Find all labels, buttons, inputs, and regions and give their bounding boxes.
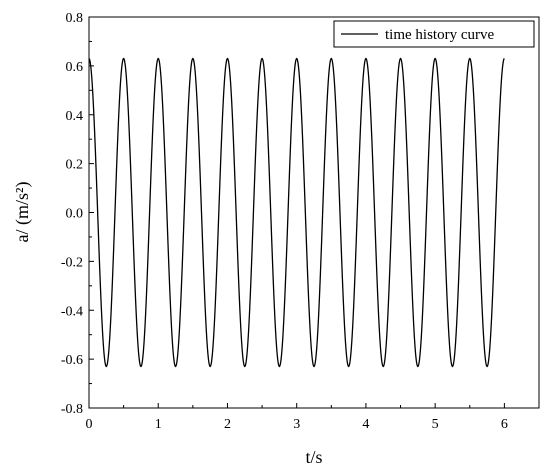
y-tick-label: 0.4 — [66, 109, 84, 124]
x-ticks: 0 1 2 3 4 5 6 — [86, 403, 508, 432]
y-tick-label: -0.6 — [61, 353, 83, 368]
y-tick-label: -0.4 — [61, 304, 83, 319]
x-tick-label: 3 — [293, 417, 300, 432]
legend: time history curve — [333, 20, 535, 48]
x-tick-label: 6 — [501, 417, 508, 432]
x-axis-title: t/s — [305, 447, 322, 467]
y-axis-title: a/ (m/s²) — [12, 182, 33, 243]
y-ticks: -0.8 -0.6 -0.4 -0.2 0.0 0.2 0.4 0.6 0.8 — [61, 11, 94, 417]
y-tick-label: 0.2 — [66, 158, 84, 173]
x-tick-label: 1 — [155, 417, 162, 432]
plot-frame — [88, 16, 540, 409]
x-tick-label: 4 — [362, 417, 369, 432]
y-tick-label: 0.8 — [66, 11, 84, 26]
y-tick-label: 0.6 — [66, 60, 84, 75]
series-line-time-history-curve — [88, 57, 505, 368]
x-tick-label: 2 — [224, 417, 231, 432]
y-tick-label: -0.8 — [61, 402, 83, 417]
x-tick-label: 0 — [86, 417, 93, 432]
legend-label: time history curve — [385, 27, 494, 43]
y-tick-label: 0.0 — [66, 207, 84, 222]
x-tick-label: 5 — [432, 417, 439, 432]
y-tick-label: -0.2 — [61, 255, 83, 270]
